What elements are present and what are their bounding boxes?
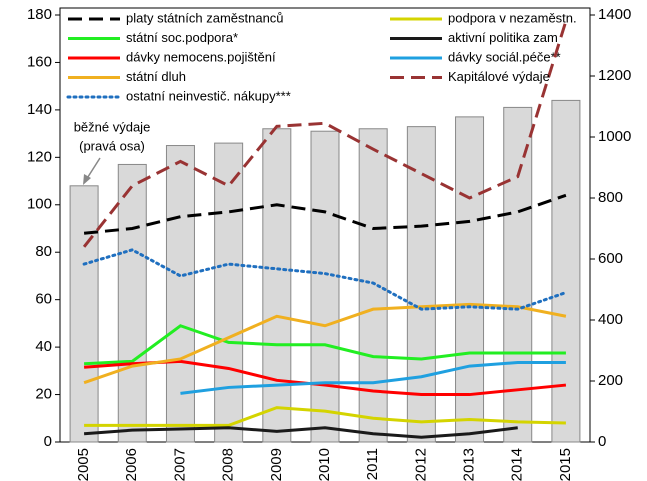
y2-tick-label: 0	[598, 433, 606, 450]
x-tick-label: 2013	[461, 448, 478, 481]
x-tick-label: 2008	[220, 448, 237, 481]
y-tick-label: 140	[27, 101, 52, 118]
legend-label: státní soc.podpora*	[126, 30, 238, 45]
bar	[551, 99, 581, 443]
bar	[262, 128, 292, 443]
legend-label: platy státních zaměstnanců	[126, 10, 284, 25]
annotation-arrow	[85, 157, 101, 181]
y-tick-label: 120	[27, 148, 52, 165]
y2-tick-label: 1000	[598, 128, 631, 145]
y2-tick-label: 600	[598, 250, 623, 267]
bar	[69, 185, 99, 443]
y-tick-label: 180	[27, 6, 52, 23]
series-line	[82, 20, 568, 248]
annotation-arrowhead	[83, 174, 91, 185]
legend-label: Kapitálové výdaje	[448, 69, 550, 84]
y-tick-label: 80	[35, 243, 52, 260]
x-tick-label: 2007	[171, 448, 188, 481]
bar	[503, 106, 533, 443]
legend-label: dávky sociál.péče**	[448, 49, 561, 64]
x-tick-label: 2010	[316, 448, 333, 481]
annotation: (pravá osa)	[79, 138, 145, 153]
legend-label: ostatní neinvestič. nákupy***	[126, 88, 291, 103]
legend-label: státní dluh	[126, 69, 186, 84]
bar	[214, 142, 244, 443]
series-line	[83, 426, 518, 439]
legend-label: podpora v nezaměstn.	[448, 10, 577, 25]
x-tick-label: 2011	[364, 448, 381, 480]
annotation: běžné výdaje	[74, 119, 151, 134]
x-tick-label: 2009	[268, 448, 285, 481]
series-line	[83, 302, 567, 385]
series-line	[84, 324, 566, 366]
bar	[117, 163, 147, 443]
series-line	[84, 406, 566, 427]
y-tick-label: 40	[35, 338, 52, 355]
series-line	[82, 248, 568, 311]
series-line	[83, 193, 567, 235]
y-tick-label: 20	[35, 386, 52, 403]
y-tick-label: 0	[44, 433, 52, 450]
legend-label: aktivní politika zam	[448, 30, 558, 45]
x-tick-label: 2012	[412, 448, 429, 481]
y-tick-label: 100	[27, 196, 52, 213]
bar	[165, 145, 195, 443]
series-line	[180, 361, 566, 395]
y2-tick-label: 400	[598, 311, 623, 328]
x-tick-label: 2015	[557, 448, 574, 481]
legend-label: dávky nemocens.pojištění	[126, 49, 276, 64]
bar	[358, 128, 388, 443]
y2-tick-label: 800	[598, 189, 623, 206]
bar	[455, 116, 485, 443]
y-tick-label: 160	[27, 53, 52, 70]
x-tick-label: 2006	[123, 448, 140, 481]
y2-tick-label: 1400	[598, 6, 631, 23]
x-tick-label: 2014	[509, 448, 526, 481]
x-tick-label: 2005	[75, 448, 92, 481]
y2-tick-label: 1200	[598, 67, 631, 84]
y2-tick-label: 200	[598, 372, 623, 389]
y-tick-label: 60	[35, 291, 52, 308]
bar	[310, 130, 340, 443]
